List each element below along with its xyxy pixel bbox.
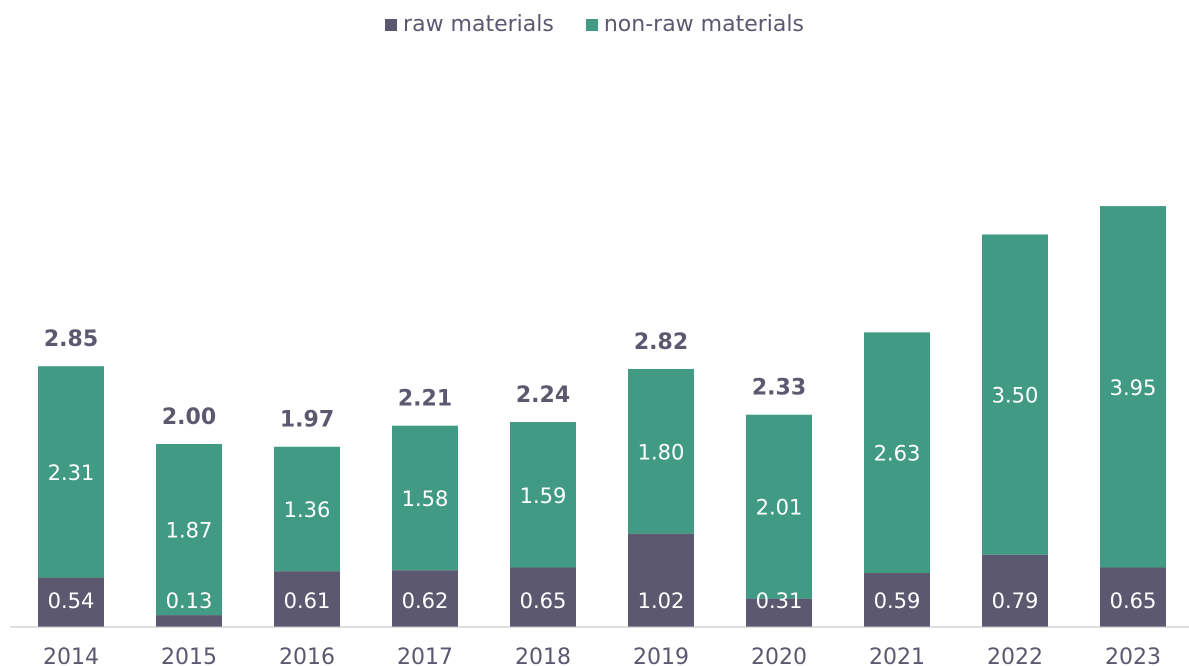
bar-raw-materials-2016: [274, 571, 340, 627]
data-label-non-raw-materials-2020: 2.01: [756, 496, 803, 520]
total-label-2018: 2.24: [516, 383, 570, 408]
data-label-raw-materials-2014: 0.54: [48, 589, 95, 613]
data-label-raw-materials-2022: 0.79: [992, 589, 1039, 613]
bar-raw-materials-2020: [746, 598, 812, 627]
bar-non-raw-materials-2018: [510, 422, 576, 568]
bar-raw-materials-2014: [38, 577, 104, 627]
total-label-2019: 2.82: [634, 330, 688, 355]
x-tick-label-2023: 2023: [1105, 645, 1161, 666]
bar-non-raw-materials-2019: [628, 368, 694, 534]
x-tick-label-2018: 2018: [515, 645, 571, 666]
data-label-raw-materials-2016: 0.61: [284, 589, 331, 613]
data-label-non-raw-materials-2014: 2.31: [48, 461, 95, 485]
bar-raw-materials-2021: [864, 573, 930, 627]
x-tick-label-2022: 2022: [987, 645, 1043, 666]
data-label-raw-materials-2018: 0.65: [520, 589, 567, 613]
x-tick-label-2019: 2019: [633, 645, 689, 666]
bar-raw-materials-2019: [628, 533, 694, 627]
legend-label-raw-materials: raw materials: [403, 12, 554, 37]
bar-non-raw-materials-2022: [982, 234, 1048, 555]
data-label-raw-materials-2021: 0.59: [874, 589, 921, 613]
data-label-non-raw-materials-2019: 1.80: [638, 440, 685, 464]
bar-raw-materials-2022: [982, 554, 1048, 627]
legend-label-non-raw-materials: non-raw materials: [603, 12, 804, 37]
data-label-raw-materials-2019: 1.02: [638, 589, 685, 613]
total-label-2016: 1.97: [280, 408, 334, 433]
data-label-non-raw-materials-2023: 3.95: [1110, 376, 1157, 400]
bar-raw-materials-2017: [392, 570, 458, 627]
x-tick-label-2021: 2021: [869, 645, 925, 666]
total-label-2020: 2.33: [752, 376, 806, 401]
legend-swatch-non-raw-materials: [585, 18, 598, 31]
bar-non-raw-materials-2020: [746, 414, 812, 599]
data-label-non-raw-materials-2017: 1.58: [402, 487, 449, 511]
bar-raw-materials-2018: [510, 567, 576, 627]
x-tick-label-2014: 2014: [43, 645, 99, 666]
x-tick-label-2015: 2015: [161, 645, 217, 666]
data-label-non-raw-materials-2021: 2.63: [874, 442, 921, 466]
legend: raw materials non-raw materials: [0, 12, 1189, 37]
data-label-raw-materials-2015: 0.13: [166, 589, 213, 613]
total-label-2014: 2.85: [44, 327, 98, 352]
data-label-non-raw-materials-2022: 3.50: [992, 384, 1039, 408]
total-label-2015: 2.00: [162, 405, 216, 430]
data-label-non-raw-materials-2018: 1.59: [520, 484, 567, 508]
bar-non-raw-materials-2021: [864, 332, 930, 574]
data-label-non-raw-materials-2016: 1.36: [284, 498, 331, 522]
bar-raw-materials-2015: [156, 615, 222, 627]
legend-item-raw-materials: raw materials: [385, 12, 554, 37]
bar-raw-materials-2023: [1100, 567, 1166, 627]
x-tick-label-2016: 2016: [279, 645, 335, 666]
bar-non-raw-materials-2015: [156, 444, 222, 616]
bar-non-raw-materials-2023: [1100, 206, 1166, 568]
legend-item-non-raw-materials: non-raw materials: [585, 12, 804, 37]
legend-swatch-raw-materials: [385, 18, 398, 31]
data-label-non-raw-materials-2015: 1.87: [166, 519, 213, 543]
bar-non-raw-materials-2014: [38, 366, 104, 578]
total-label-2017: 2.21: [398, 387, 452, 412]
x-tick-label-2017: 2017: [397, 645, 453, 666]
data-label-raw-materials-2017: 0.62: [402, 589, 449, 613]
data-label-raw-materials-2023: 0.65: [1110, 589, 1157, 613]
x-tick-label-2020: 2020: [751, 645, 807, 666]
bar-non-raw-materials-2016: [274, 446, 340, 572]
data-label-raw-materials-2020: 0.31: [756, 589, 803, 613]
bar-non-raw-materials-2017: [392, 425, 458, 571]
